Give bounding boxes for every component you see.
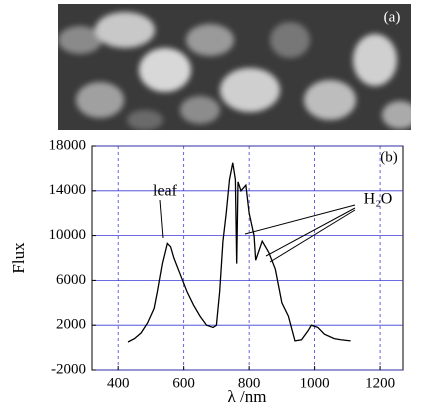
panel-label: (b) xyxy=(380,149,398,165)
chart: -2000 2000 6000 10000 14000 18000 400 600 800 100… xyxy=(49,137,403,391)
y-tick-label: 2000 xyxy=(56,317,86,333)
panel-label: (a) xyxy=(384,9,401,25)
x-axis-label: λ /nm xyxy=(228,387,267,406)
y-tick-label: 14000 xyxy=(49,182,87,198)
y-tick-label: 6000 xyxy=(56,272,86,288)
y-tick-label: 18000 xyxy=(49,137,87,153)
x-tick-label: 400 xyxy=(107,375,130,391)
x-tick-label: 1200 xyxy=(365,375,395,391)
y-axis-label: Flux xyxy=(9,242,28,274)
annotation-arrows xyxy=(159,199,356,263)
annotation: leaf xyxy=(153,183,178,200)
y-tick-label: 10000 xyxy=(49,227,87,243)
x-tick-label: 800 xyxy=(238,375,261,391)
x-tick-label: 1000 xyxy=(300,375,330,391)
x-tick-label: 600 xyxy=(172,375,195,391)
y-tick-label: -2000 xyxy=(51,361,86,377)
annotation: H₂O xyxy=(364,191,393,208)
plot-frame xyxy=(91,145,404,371)
leaf-image: (a) xyxy=(58,4,411,130)
series-line xyxy=(127,162,351,343)
